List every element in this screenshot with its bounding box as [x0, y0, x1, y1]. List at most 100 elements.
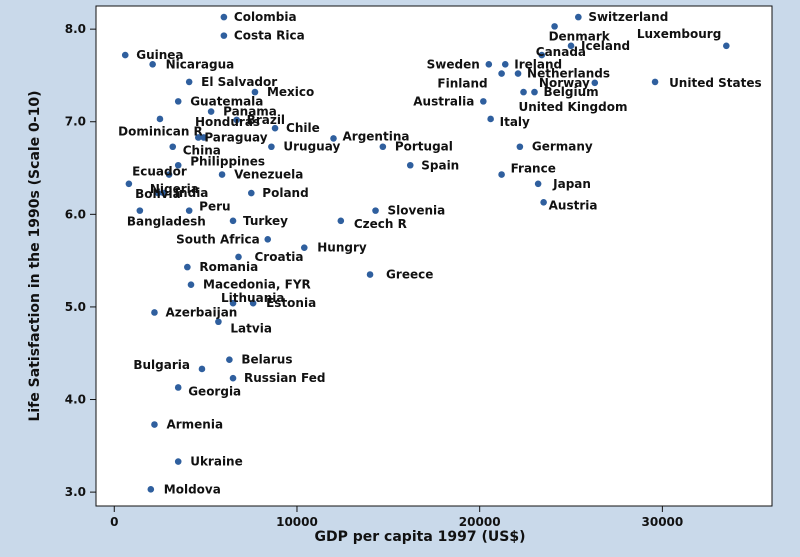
data-point	[520, 88, 527, 96]
data-point	[218, 171, 226, 178]
data-point	[165, 171, 173, 178]
point-label: Dominican R	[118, 124, 203, 138]
point-label: Philippines	[190, 154, 265, 168]
data-point	[149, 61, 156, 68]
data-point	[723, 42, 730, 50]
y-tick-label: 5.0	[65, 300, 86, 314]
y-tick-label: 7.0	[65, 115, 86, 129]
point-label: Italy	[500, 115, 530, 129]
point-label: Uruguay	[283, 140, 340, 154]
point-label: France	[511, 162, 556, 176]
point-label: Czech R	[354, 217, 407, 231]
point-label: Macedonia, FYR	[203, 278, 311, 292]
point-label: Japan	[552, 177, 591, 191]
data-point	[174, 458, 182, 465]
data-point	[567, 42, 575, 50]
x-tick-label: 10000	[276, 515, 318, 529]
point-label: Portugal	[395, 140, 453, 154]
data-point	[551, 23, 558, 30]
data-point	[591, 79, 599, 87]
data-point	[531, 88, 538, 96]
data-point	[187, 281, 195, 289]
point-label: Colombia	[234, 10, 297, 24]
y-tick-label: 3.0	[65, 485, 86, 499]
data-point	[498, 70, 505, 77]
data-point	[147, 486, 155, 493]
point-label: Costa Rica	[234, 29, 305, 43]
point-label: Mexico	[267, 85, 314, 99]
point-label: India	[175, 186, 209, 200]
y-tick-label: 6.0	[65, 207, 86, 221]
point-label: Georgia	[188, 384, 241, 398]
point-label: Venezuela	[234, 168, 303, 182]
point-label: Croatia	[255, 250, 304, 264]
point-label: Panama	[223, 105, 277, 119]
point-label: Bolivia	[135, 187, 181, 201]
data-point	[271, 124, 279, 132]
point-label: Canada	[536, 45, 586, 59]
point-label: Luxembourg	[637, 27, 721, 41]
data-point	[207, 108, 215, 115]
data-point	[498, 171, 505, 178]
point-label: Switzerland	[588, 10, 668, 24]
data-labels: Colombia Costa Rica Switzerland DenmarkIcel…	[118, 10, 761, 496]
point-label: Spain	[421, 158, 459, 172]
data-point	[487, 115, 494, 123]
point-label: China	[183, 144, 221, 158]
point-label: Iceland	[581, 39, 630, 53]
point-label: Estonia	[266, 296, 316, 310]
x-axis-title: GDP per capita 1997 (US$)	[315, 529, 526, 545]
data-point	[264, 236, 272, 243]
data-point	[251, 88, 259, 96]
data-point	[229, 374, 237, 382]
data-point	[534, 180, 542, 188]
point-label: Turkey	[243, 214, 288, 228]
point-label: Australia	[413, 94, 474, 108]
data-point	[185, 78, 193, 86]
data-point	[235, 253, 242, 261]
data-point	[372, 207, 379, 214]
y-tick-label: 8.0	[65, 22, 86, 36]
point-label: Argentina	[343, 129, 410, 143]
data-points	[121, 13, 730, 493]
data-point	[229, 299, 237, 307]
plot-area	[95, 5, 773, 507]
data-point	[154, 189, 162, 197]
data-point	[185, 207, 193, 214]
point-label: Latvia	[230, 322, 272, 336]
x-tick-label: 20000	[459, 515, 501, 529]
data-point	[485, 61, 493, 68]
point-label: El Salvador	[201, 75, 277, 89]
data-point	[174, 161, 182, 169]
y-tick-label: 4.0	[65, 393, 86, 407]
point-label: Poland	[262, 186, 308, 200]
point-label: Slovenia	[388, 204, 446, 218]
data-point	[156, 115, 164, 123]
point-label: Finland	[437, 77, 487, 91]
point-label: United Kingdom	[519, 100, 628, 114]
point-label: Sweden	[427, 57, 480, 71]
x-axis: 0 10000 20000 30000	[110, 506, 683, 529]
point-label: Peru	[199, 200, 230, 214]
point-label: Nigeria	[150, 182, 199, 196]
point-label: Belarus	[241, 353, 292, 367]
data-point	[501, 61, 509, 68]
point-label: Bangladesh	[127, 215, 206, 229]
data-point	[379, 143, 387, 151]
point-label: Honduras	[195, 115, 260, 129]
data-point	[247, 189, 255, 197]
data-point	[268, 143, 275, 151]
data-point	[198, 365, 206, 373]
data-point	[174, 384, 182, 391]
data-point	[249, 299, 257, 307]
data-point	[160, 189, 167, 197]
data-point	[233, 116, 240, 124]
data-point	[136, 207, 144, 214]
data-point	[514, 70, 522, 77]
point-label: Norway	[539, 76, 590, 90]
data-point	[337, 217, 345, 225]
data-point	[366, 271, 374, 278]
data-point	[229, 217, 237, 225]
data-point	[330, 135, 337, 142]
